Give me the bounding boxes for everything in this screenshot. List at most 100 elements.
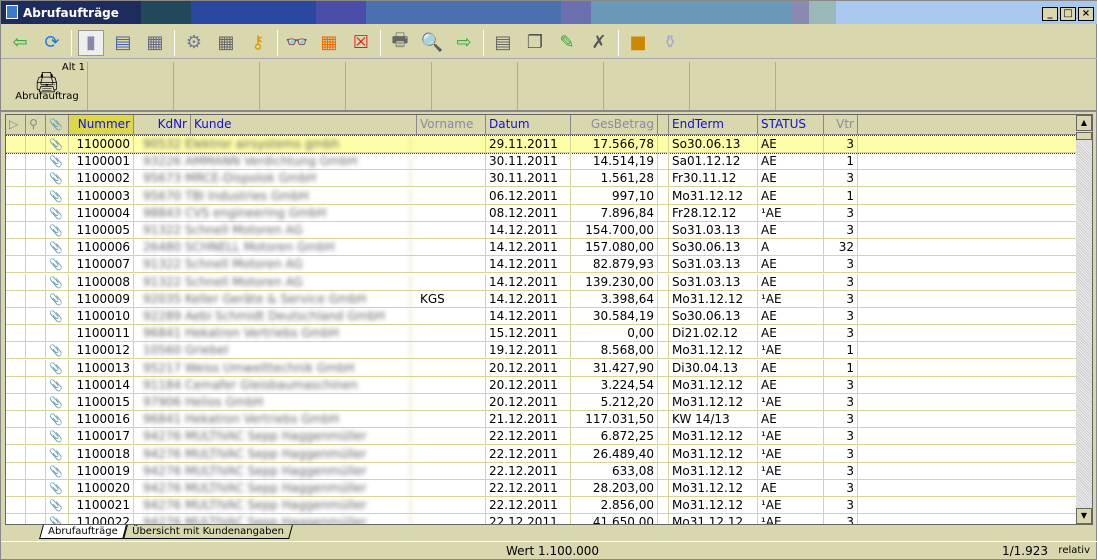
row-marker-column-header[interactable]: ▷ [6, 115, 26, 134]
cell-datum: 14.12.2011 [486, 273, 571, 290]
cell-endterm: Mo31.12.12 [669, 497, 758, 514]
table-row[interactable]: 📎11000099203592035 Keller Geräte & Servi… [6, 290, 1078, 308]
search-column-header[interactable]: ⚲ [26, 115, 46, 134]
table-row[interactable]: 📎11000079132291322 Schnell Motoren AG14.… [6, 256, 1078, 274]
table-row[interactable]: 📎11000019322693226 AMMANN Verdichtung Gm… [6, 153, 1078, 171]
table-row[interactable]: 📎11000089132291322 Schnell Motoren AG14.… [6, 273, 1078, 291]
cell-vtr: 3 [824, 497, 858, 514]
empty-cell [6, 290, 26, 307]
table-row[interactable]: 11000119684196841 Hekatron Vertriebs Gmb… [6, 325, 1078, 343]
cell-kunde: 94276 MULTIVAC Sepp Haggenmüller [140, 480, 411, 496]
table-row[interactable]: 📎11000199427694276 MULTIVAC Sepp Haggenm… [6, 462, 1078, 480]
empty-cell [858, 239, 1078, 256]
tab-uebersicht-kundenangaben[interactable]: Übersicht mit Kundenangaben [122, 525, 293, 539]
cell-datum: 30.11.2011 [486, 153, 571, 170]
table-row[interactable]: 📎11000009053290532 Elektror airsystems g… [6, 135, 1079, 154]
binoculars-icon[interactable]: 👓 [285, 32, 309, 53]
table-row[interactable]: 📎11000062648026480 SCHNELL Motoren GmbH1… [6, 239, 1078, 257]
scroll-thumb[interactable] [1076, 132, 1092, 140]
column-blank-header[interactable] [658, 115, 669, 134]
column-filler-header[interactable] [858, 115, 1078, 134]
scroll-up-button[interactable]: ▲ [1076, 115, 1092, 131]
cell-endterm: So31.03.13 [669, 256, 758, 273]
column-datum-header[interactable]: Datum [486, 115, 571, 134]
package-icon[interactable]: ■ [629, 32, 647, 53]
delete-grid-icon[interactable]: ☒ [352, 32, 370, 53]
empty-cell [26, 342, 46, 359]
table-row[interactable]: 📎11000149118491184 Cemafer Gleisbaumasch… [6, 376, 1078, 394]
cell-vorname [417, 445, 486, 462]
tab-abrufauftraege[interactable]: Abrufaufträge [39, 525, 127, 539]
column-endterm-header[interactable]: EndTerm [669, 115, 758, 134]
back-arrow-icon[interactable]: ⇦ [12, 32, 28, 53]
printer-icon[interactable]: 🖶 [391, 29, 409, 51]
print-abrufauftrag-button[interactable]: Alt 1 🖨 Abrufauftrag [5, 62, 89, 102]
cell-vtr: 1 [824, 342, 858, 359]
column-kdnr-header[interactable]: KdNr [134, 115, 191, 134]
cell-kunde: 91184 Cemafer Gleisbaumaschinen [140, 376, 411, 393]
table-row[interactable]: 📎11000109228992289 Aebi Schmidt Deutschl… [6, 308, 1078, 325]
column-status-header[interactable]: STATUS [758, 115, 824, 134]
database-icon[interactable]: ▮ [78, 29, 104, 56]
empty-cell [658, 187, 669, 204]
column-vtr-header[interactable]: Vtr [824, 115, 858, 134]
add-record-icon[interactable]: ▤ [494, 32, 512, 53]
cell-vorname [417, 342, 486, 359]
copy-record-icon[interactable]: ❐ [526, 32, 544, 53]
attachment-column-header[interactable]: 📎 [46, 115, 69, 134]
scroll-down-button[interactable]: ▼ [1076, 508, 1092, 524]
cell-gesbetrag: 28.203,00 [571, 480, 658, 496]
table-row[interactable]: 📎11000229427694276 MULTIVAC Sepp Haggenm… [6, 514, 1078, 524]
column-nummer-header[interactable]: Nummer [69, 115, 134, 134]
database-settings-icon[interactable]: ⚙ [185, 32, 203, 53]
print-preview-icon[interactable]: 🔍 [420, 32, 444, 53]
jar-icon[interactable]: ⚱ [662, 32, 678, 53]
table-row[interactable]: 📎11000209427694276 MULTIVAC Sepp Haggenm… [6, 480, 1078, 497]
column-vorname-header[interactable]: Vorname [417, 115, 486, 134]
cell-gesbetrag: 2.856,00 [571, 497, 658, 514]
delete-record-icon[interactable]: ✗ [591, 32, 607, 53]
table-row[interactable]: 📎11000219427694276 MULTIVAC Sepp Haggenm… [6, 497, 1078, 515]
cell-kunde: 95673 MRCE-Dispolok GmbH [140, 170, 411, 187]
cell-nummer: 1100011 [69, 325, 134, 342]
attachment-icon: 📎 [46, 187, 69, 204]
key-icon[interactable]: ⚷ [251, 32, 265, 53]
cell-datum: 19.12.2011 [486, 342, 571, 359]
table-row[interactable]: 📎11000039567095670 TBI Industries GmbH06… [6, 187, 1078, 205]
cell-vtr: 1 [824, 359, 858, 376]
cell-endterm: Mo31.12.12 [669, 342, 758, 359]
table-row[interactable]: 📎11000029567395673 MRCE-Dispolok GmbH30.… [6, 170, 1078, 188]
cell-vorname [417, 239, 486, 256]
empty-cell [658, 514, 669, 524]
maximize-button[interactable]: □ [1060, 7, 1076, 21]
cell-status: AE [758, 273, 824, 290]
close-button[interactable]: × [1078, 7, 1094, 21]
table-row[interactable]: 📎11000121056010560 Griebel19.12.20118.56… [6, 342, 1078, 360]
grid-icon[interactable]: ▦ [146, 32, 164, 53]
cell-endterm: Mo31.12.12 [669, 480, 758, 496]
cell-datum: 14.12.2011 [486, 290, 571, 307]
document-icon[interactable]: ▤ [114, 32, 132, 53]
cell-vtr: 1 [824, 153, 858, 170]
table-row[interactable]: 📎11000139521795217 Weiss Umwelttechnik G… [6, 359, 1078, 377]
table-row[interactable]: 📎11000159790697906 Helios GmbH20.12.2011… [6, 394, 1078, 411]
cell-vorname [417, 376, 486, 393]
attachment-icon: 📎 [46, 376, 69, 393]
vertical-scrollbar[interactable]: ▲ ▼ [1076, 115, 1092, 524]
table-row[interactable]: 📎11000189427694276 MULTIVAC Sepp Haggenm… [6, 445, 1078, 463]
cell-gesbetrag: 5.212,20 [571, 394, 658, 410]
refresh-icon[interactable]: ⟳ [44, 32, 60, 53]
table-row[interactable]: 📎11000169684196841 Hekatron Vertriebs Gm… [6, 411, 1078, 429]
table-row[interactable]: 📎11000059132291322 Schnell Motoren AG14.… [6, 222, 1078, 239]
edit-record-icon[interactable]: ✎ [559, 32, 575, 53]
minimize-button[interactable]: _ [1042, 7, 1058, 21]
database-export-icon[interactable]: ⇨ [456, 32, 472, 53]
orange-grid-icon[interactable]: ▦ [320, 32, 338, 53]
column-kunde-header[interactable]: Kunde [191, 115, 417, 134]
status-bar: Wert 1.100.000 1/1.923 relativ [1, 541, 1097, 560]
empty-cell [26, 428, 46, 445]
table-icon[interactable]: ▦ [217, 32, 235, 53]
column-gesbetrag-header[interactable]: GesBetrag [571, 115, 658, 134]
table-row[interactable]: 📎11000049884398843 CVS engineering GmbH0… [6, 204, 1078, 222]
table-row[interactable]: 📎11000179427694276 MULTIVAC Sepp Haggenm… [6, 428, 1078, 446]
